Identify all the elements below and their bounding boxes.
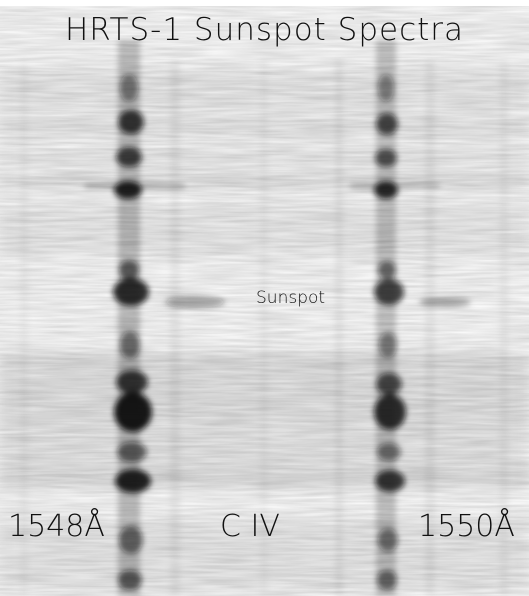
noise-texture [0, 60, 529, 596]
sunspot-region-label: Sunspot [256, 288, 326, 308]
ion-label: C IV [220, 509, 280, 544]
wavelength-label-right: 1550Å [418, 509, 515, 544]
figure-title: HRTS-1 Sunspot Spectra [64, 12, 465, 48]
wavelength-label-left: 1548Å [8, 509, 105, 544]
